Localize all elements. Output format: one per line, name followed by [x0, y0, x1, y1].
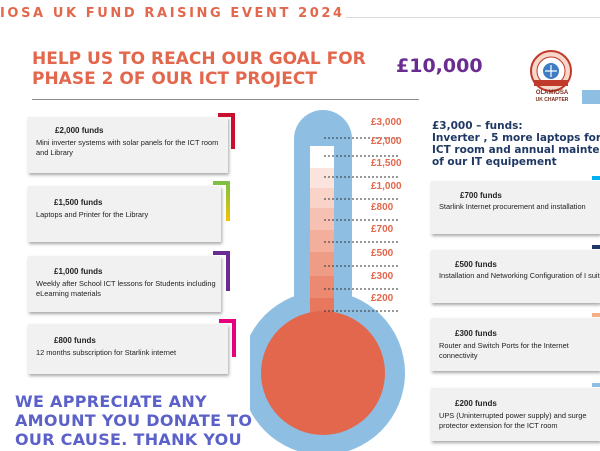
corner-accent — [219, 319, 236, 357]
tick-label-2000: £2,000 — [371, 136, 402, 147]
funding-card-title: £1,000 funds — [54, 267, 103, 276]
phase-summary-line-3: ICT room and annual mainte — [432, 144, 600, 156]
logo-text-chapter: UK CHAPTER — [535, 97, 569, 103]
headline-line-2: PHASE 2 OF OUR ICT PROJECT — [32, 69, 317, 89]
funding-card-1500: £1,500 funds Laptops and Printer for the… — [28, 186, 221, 242]
funding-card-title: £500 funds — [455, 260, 497, 269]
event-title: IOSA UK FUND RAISING EVENT 2024 — [0, 6, 345, 21]
tick-label-500: £500 — [371, 248, 394, 259]
corner-accent — [213, 181, 230, 221]
appreciation-line-1: WE APPRECIATE ANY — [15, 392, 207, 411]
funding-card-description: 12 months subscription for Starlink inte… — [36, 348, 177, 357]
thermometer-graphic — [250, 110, 405, 451]
tick-label-200: £200 — [371, 293, 394, 304]
funding-card-700: £700 funds Starlink Internet procurement… — [431, 181, 600, 234]
mercury-segment — [310, 252, 334, 276]
funding-card-200: £200 funds UPS (Uninterrupted power supp… — [431, 388, 600, 441]
funding-card-description: Router and Switch Ports for the Internet… — [439, 341, 569, 360]
phase-summary-heading: £3,000 – funds: Inverter , 5 more laptop… — [432, 120, 600, 168]
phase-summary-line-4: of our IT equipement — [432, 156, 557, 168]
corner-accent — [592, 313, 600, 317]
tick-label-800: £800 — [371, 202, 394, 213]
blue-accent-tab — [582, 90, 600, 104]
funding-card-description: UPS (Uninterrupted power supply) and sur… — [439, 411, 587, 430]
corner-accent — [592, 245, 600, 249]
tick-label-1500: £1,500 — [371, 158, 402, 169]
corner-accent — [218, 113, 235, 149]
appreciation-message: WE APPRECIATE ANY AMOUNT YOU DONATE TO O… — [15, 392, 285, 449]
funding-card-title: £800 funds — [54, 336, 96, 345]
funding-card-500: £500 funds Installation and Networking C… — [431, 250, 600, 303]
phase-summary-line-1: £3,000 – funds: — [432, 120, 523, 132]
mercury-segment — [310, 276, 334, 298]
corner-accent — [213, 251, 230, 291]
corner-accent — [592, 176, 600, 180]
appreciation-line-2: AMOUNT YOU DONATE TO — [15, 411, 253, 430]
chapter-logo-icon — [530, 50, 572, 92]
funding-card-title: £300 funds — [455, 329, 497, 338]
mercury-segment — [310, 146, 334, 168]
funding-card-300: £300 funds Router and Switch Ports for t… — [431, 318, 600, 371]
mercury-segment — [310, 188, 334, 208]
tick-label-3000: £3,000 — [371, 117, 402, 128]
mercury-segment — [310, 168, 334, 188]
headline: HELP US TO REACH OUR GOAL FOR PHASE 2 OF… — [32, 49, 382, 89]
funding-card-title: £700 funds — [460, 191, 502, 200]
funding-card-2000: £2,000 funds Mini inverter systems with … — [28, 117, 228, 173]
logo-text-name: OLAMIOSA — [535, 90, 569, 96]
thermometer-bulb — [261, 311, 385, 435]
funding-card-description: Starlink Internet procurement and instal… — [439, 202, 586, 211]
funding-card-title: £200 funds — [455, 399, 497, 408]
title-divider — [346, 17, 600, 18]
funding-card-1000: £1,000 funds Weekly after School ICT les… — [28, 256, 221, 312]
headline-line-1: HELP US TO REACH OUR GOAL FOR — [32, 49, 366, 69]
funding-card-title: £1,500 funds — [54, 198, 103, 207]
tick-leaders — [324, 137, 400, 312]
headline-divider — [32, 99, 419, 100]
funding-card-description: Mini inverter systems with solar panels … — [36, 138, 219, 157]
goal-amount: £10,000 — [396, 55, 483, 77]
appreciation-line-3: OUR CAUSE. THANK YOU — [15, 430, 242, 449]
funding-card-description: Weekly after School ICT lessons for Stud… — [36, 279, 216, 298]
mercury-segment — [310, 230, 334, 252]
tick-label-300: £300 — [371, 271, 394, 282]
funding-card-title: £2,000 funds — [55, 126, 104, 135]
tick-label-1000: £1,000 — [371, 181, 402, 192]
phase-summary-line-2: Inverter , 5 more laptops for — [432, 132, 600, 144]
tick-label-700: £700 — [371, 224, 394, 235]
funding-card-description: Installation and Networking Configuratio… — [439, 271, 600, 280]
mercury-segment — [310, 208, 334, 230]
corner-accent — [592, 383, 600, 387]
funding-card-description: Laptops and Printer for the Library — [36, 210, 149, 219]
funding-card-800: £800 funds 12 months subscription for St… — [28, 324, 228, 374]
